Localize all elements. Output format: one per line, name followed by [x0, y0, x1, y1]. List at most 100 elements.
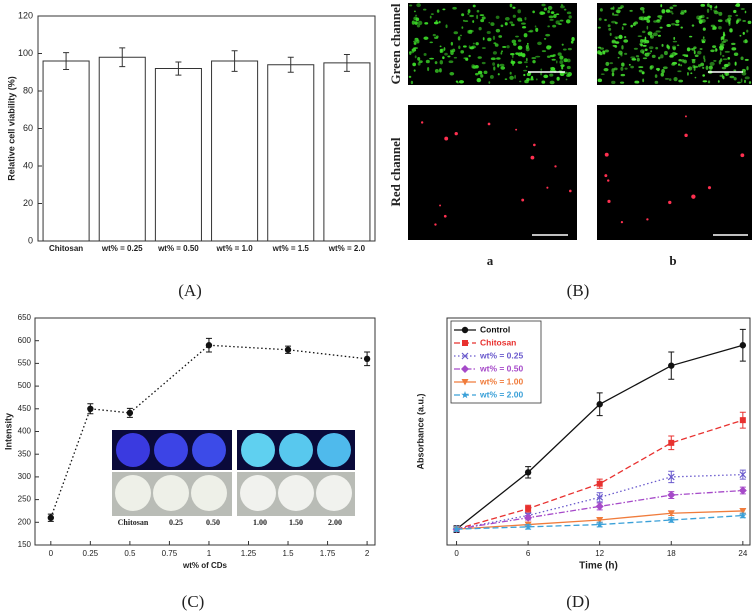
cell: [509, 21, 514, 24]
cell: [727, 14, 732, 18]
cell: [520, 19, 523, 22]
cell: [597, 26, 601, 29]
cell: [554, 165, 557, 168]
cell: [556, 76, 560, 81]
cell: [646, 17, 650, 21]
cell: [432, 33, 436, 37]
cell: [702, 66, 705, 69]
cell: [719, 45, 725, 50]
bar: [42, 60, 90, 242]
cell: [673, 36, 676, 40]
cell: [609, 32, 612, 36]
cell: [532, 59, 536, 64]
series-line: [456, 489, 743, 530]
cell: [417, 20, 423, 26]
cell: [702, 55, 706, 60]
cell: [701, 40, 706, 44]
inset-label: 2.00: [328, 518, 342, 527]
cell: [602, 50, 606, 55]
cell: [644, 36, 647, 41]
panel-label: (A): [178, 281, 202, 300]
cell: [604, 152, 609, 157]
marker: [739, 342, 747, 349]
cell: [746, 66, 749, 71]
cell: [476, 14, 479, 20]
cell: [555, 13, 560, 16]
marker: [739, 511, 747, 519]
cell: [713, 59, 717, 62]
cell: [553, 14, 557, 19]
cell: [415, 14, 418, 17]
plot-frame: [446, 317, 751, 546]
cell: [537, 41, 542, 46]
cell: [547, 5, 553, 10]
cell: [729, 28, 733, 33]
cell: [628, 63, 631, 66]
cell: [566, 73, 571, 77]
cell: [733, 69, 737, 72]
cell: [669, 6, 674, 10]
x-tick-label: 1: [207, 549, 212, 558]
cell: [735, 3, 741, 7]
cell: [460, 50, 465, 54]
cell: [733, 9, 737, 14]
cell: [411, 48, 417, 52]
error-bar: [63, 52, 70, 70]
cell: [546, 45, 552, 50]
x-tick-label: 18: [667, 549, 676, 558]
legend-label: wt% = 0.25: [479, 350, 524, 360]
cell: [492, 62, 496, 66]
cell: [717, 19, 723, 23]
x-axis-label: wt% of CDs: [182, 561, 228, 570]
cell: [535, 27, 539, 32]
cell: [646, 19, 651, 23]
cell: [481, 16, 486, 20]
cell: [566, 11, 572, 15]
cell: [642, 10, 645, 14]
y-tick-label: 250: [18, 495, 32, 504]
legend-label: wt% = 2.00: [479, 389, 524, 399]
cell: [467, 9, 471, 14]
cell: [671, 12, 674, 15]
marker: [596, 401, 603, 408]
cell: [642, 78, 645, 83]
x-tick-label: wt% = 2.0: [328, 244, 366, 253]
cell: [682, 54, 687, 57]
marker: [525, 505, 532, 512]
inset-photo: [112, 430, 355, 516]
cell: [668, 200, 672, 205]
y-tick-label: 400: [18, 427, 32, 436]
cell: [748, 81, 752, 84]
cell: [532, 10, 535, 14]
cell: [727, 57, 731, 60]
cell: [611, 68, 615, 73]
legend-marker: [461, 326, 469, 334]
cell: [493, 66, 496, 71]
cell: [461, 13, 465, 17]
cell: [630, 56, 636, 59]
cell: [480, 74, 484, 78]
cell: [617, 7, 623, 10]
cell: [433, 21, 439, 25]
cell: [445, 24, 448, 29]
marker: [596, 493, 604, 501]
cell: [744, 39, 748, 44]
cell: [744, 58, 749, 61]
cell: [611, 20, 617, 24]
cell: [513, 42, 517, 46]
cell: [693, 65, 699, 68]
marker: [668, 439, 675, 446]
cell: [633, 47, 638, 50]
cell: [535, 78, 538, 81]
cell: [744, 10, 747, 14]
cell: [639, 7, 645, 11]
cell: [659, 17, 662, 20]
cell: [710, 7, 713, 11]
cell: [458, 80, 465, 84]
cell: [525, 47, 530, 52]
cell: [691, 60, 696, 64]
cell: [492, 51, 497, 55]
marker: [363, 355, 371, 363]
cell: [549, 80, 555, 85]
cell: [603, 68, 609, 72]
